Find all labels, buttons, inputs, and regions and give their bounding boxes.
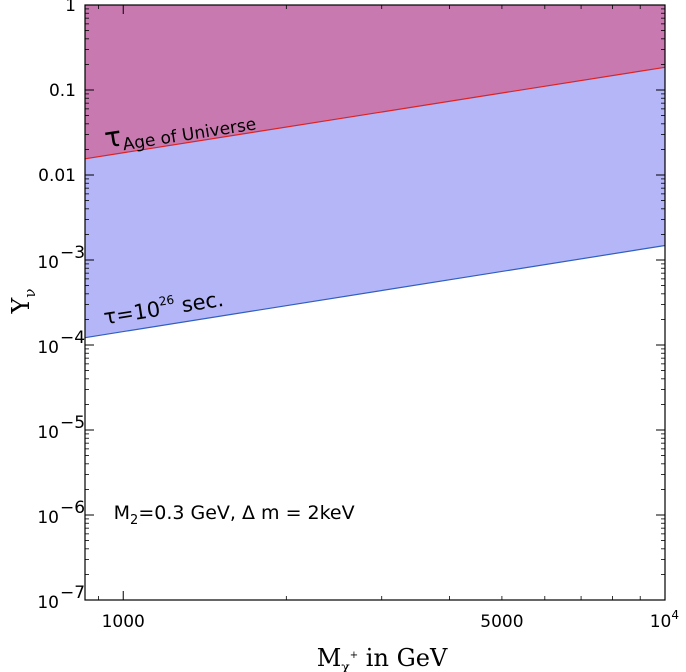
- lines-layer: [84, 66, 666, 339]
- x-axis-label-rest: in GeV: [358, 644, 448, 672]
- x-tick-labels: 1000 5000 104: [102, 608, 679, 632]
- x-tick-label-base: 10: [650, 612, 672, 632]
- y-tick-label: 0.1: [49, 81, 76, 101]
- y-tick-label-exp: −6: [60, 498, 85, 518]
- annotation-tau-symbol: τ: [102, 120, 124, 155]
- y-axis-label-sub: ν: [21, 289, 39, 298]
- plot-frame: [84, 4, 666, 601]
- y-tick-label: 10: [37, 338, 59, 358]
- y-tick-label-exp: −4: [60, 328, 85, 348]
- annotation-lifetime-exp: 26: [158, 293, 175, 309]
- band-age-of-universe: [85, 5, 665, 159]
- y-tick-label-exp: −3: [60, 243, 85, 263]
- y-tick-label: 10: [37, 423, 59, 443]
- y-tick-label-exp: −5: [60, 413, 85, 433]
- x-tick-label: 104: [650, 608, 679, 632]
- bands-layer: [85, 5, 665, 338]
- line-age-of-universe: [84, 66, 666, 160]
- x-axis-label: Mχ+ in GeV: [317, 644, 448, 672]
- parameter-note-rest: =0.3 GeV, Δ m = 2keV: [138, 502, 354, 524]
- parameter-note-sub: 2: [130, 513, 138, 528]
- y-tick-label: 10: [37, 508, 59, 528]
- y-axis-label: Yν: [7, 289, 39, 315]
- x-tick-label: 5000: [480, 612, 523, 632]
- y-tick-label-exp: −7: [60, 583, 85, 603]
- parameter-note-m: M: [114, 502, 130, 524]
- x-tick-label: 1000: [102, 612, 145, 632]
- x-axis-label-sup: +: [350, 650, 358, 661]
- x-axis-label-sub: χ: [341, 660, 350, 672]
- band-lifetime-1e26: [85, 67, 665, 338]
- x-axis-label-main: M: [317, 644, 342, 672]
- parameter-note: M2=0.3 GeV, Δ m = 2keV: [114, 502, 355, 528]
- line-lifetime-1e26: [84, 244, 666, 339]
- y-tick-label: 0.01: [38, 166, 76, 186]
- x-tick-label-exp: 4: [671, 608, 679, 622]
- y-tick-label: 1: [65, 0, 76, 16]
- y-axis-label-main: Y: [7, 296, 35, 314]
- y-tick-label: 10: [37, 253, 59, 273]
- y-tick-label: 10: [37, 593, 59, 613]
